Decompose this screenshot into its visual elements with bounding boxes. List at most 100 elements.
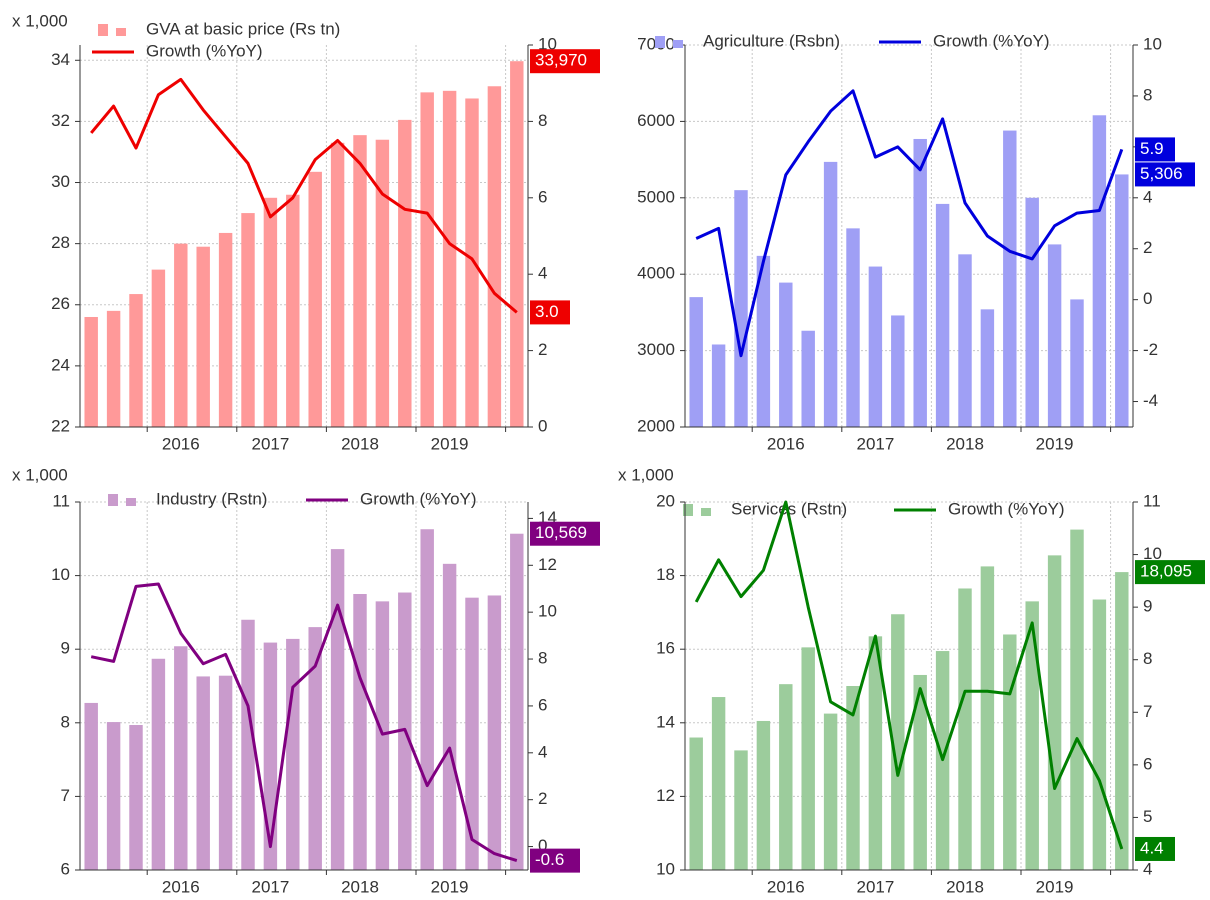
- y-tick-label: 16: [656, 639, 675, 658]
- bar: [1092, 599, 1107, 870]
- bar: [958, 588, 972, 870]
- bar: [756, 720, 771, 870]
- y2-tick-label: 8: [1143, 85, 1152, 104]
- bar: [734, 750, 748, 870]
- x-tick-label: 2018: [946, 434, 984, 453]
- bar: [218, 232, 233, 427]
- bar: [510, 533, 524, 870]
- bar: [1025, 601, 1039, 870]
- value-label-box: [530, 521, 600, 546]
- value-label-box: [530, 300, 570, 325]
- y-tick-label: 26: [51, 294, 70, 313]
- legend-swatch: [655, 36, 665, 48]
- bar: [263, 197, 278, 427]
- y-tick-label: 6000: [637, 111, 675, 130]
- y2-tick-label: 0: [538, 416, 547, 435]
- bar: [1047, 244, 1062, 427]
- y-tick-label: 34: [51, 50, 70, 69]
- bar: [1070, 529, 1084, 870]
- growth-line: [695, 89, 1124, 358]
- x-tick-label: 2019: [431, 877, 469, 896]
- bar: [801, 330, 815, 427]
- y-tick-label: 22: [51, 416, 70, 435]
- bar: [1115, 572, 1129, 870]
- y2-tick-label: -4: [1143, 391, 1158, 410]
- y2-tick-label: 0: [1143, 289, 1152, 308]
- y2-tick-label: 4: [1143, 187, 1152, 206]
- bar: [442, 90, 457, 427]
- value-label: 18,095: [1140, 562, 1192, 581]
- y-unit-label: x 1,000: [618, 465, 674, 484]
- value-label-box: [1135, 836, 1175, 861]
- bar: [151, 658, 166, 870]
- bar: [308, 171, 322, 427]
- bar: [891, 315, 905, 427]
- bar: [330, 142, 345, 428]
- bar: [129, 294, 143, 427]
- y-tick-label: 20: [656, 491, 675, 510]
- bar: [196, 676, 210, 870]
- y-tick-label: 28: [51, 233, 70, 252]
- legend-swatch: [98, 24, 108, 36]
- bar: [846, 228, 860, 427]
- y2-tick-label: -2: [1143, 340, 1158, 359]
- bar: [398, 119, 412, 427]
- bar: [308, 627, 322, 870]
- legend-label: Growth (%YoY): [146, 41, 263, 60]
- value-label-box: [530, 49, 600, 74]
- y-tick-label: 32: [51, 111, 70, 130]
- bar: [958, 254, 972, 427]
- chart-panel: x 1,000 10 12 14 16 18 20 2016 2017 2018 2019 4 5 6 7 8…: [618, 465, 1205, 896]
- bar: [1070, 299, 1084, 427]
- bar: [174, 243, 188, 427]
- y2-tick-label: 10: [1143, 34, 1162, 53]
- y2-tick-label: 6: [538, 187, 547, 206]
- x-tick-label: 2016: [767, 877, 805, 896]
- legend-label: GVA at basic price (Rs tn): [146, 19, 340, 38]
- x-tick-label: 2018: [341, 434, 379, 453]
- y2-tick-label: 2: [1143, 238, 1152, 257]
- growth-line: [90, 77, 518, 314]
- y2-tick-label: 8: [1143, 649, 1152, 668]
- bar: [1025, 197, 1039, 427]
- bar: [913, 138, 927, 428]
- bar: [330, 549, 345, 870]
- legend-swatch: [126, 498, 136, 506]
- bar: [151, 269, 166, 427]
- value-label: 5,306: [1140, 164, 1183, 183]
- bar: [689, 737, 703, 870]
- bar: [1115, 174, 1129, 427]
- y2-tick-label: 10: [1143, 544, 1162, 563]
- y-tick-label: 10: [51, 565, 70, 584]
- y-unit-label: x 1,000: [12, 465, 68, 484]
- bar: [353, 594, 367, 870]
- bar: [487, 595, 502, 870]
- bar: [420, 529, 434, 870]
- bar: [241, 619, 255, 870]
- x-tick-label: 2016: [767, 434, 805, 453]
- bar: [106, 310, 121, 427]
- chart-panel: x 1,000 6 7 8 9 10 11 2016 2017 2018 2019 0 2 4 6 8 10 12…: [12, 465, 600, 896]
- x-tick-label: 2017: [856, 434, 894, 453]
- x-tick-label: 2018: [946, 877, 984, 896]
- y2-tick-label: 4: [1143, 859, 1152, 878]
- bar: [846, 686, 860, 870]
- bar: [286, 194, 300, 427]
- bar: [711, 697, 726, 870]
- y-tick-label: 11: [52, 491, 70, 510]
- y2-tick-label: 0: [538, 836, 547, 855]
- y-tick-label: 9: [61, 639, 70, 658]
- y2-tick-label: 9: [1143, 597, 1152, 616]
- bar: [106, 722, 121, 870]
- growth-line: [694, 500, 1124, 850]
- growth-line: [90, 582, 518, 863]
- y2-tick-label: 10: [538, 34, 557, 53]
- bar: [1092, 115, 1107, 428]
- bar: [465, 597, 479, 870]
- legend-swatch: [683, 504, 693, 516]
- bar: [734, 190, 748, 427]
- y2-tick-label: 2: [538, 340, 547, 359]
- bar: [174, 646, 188, 870]
